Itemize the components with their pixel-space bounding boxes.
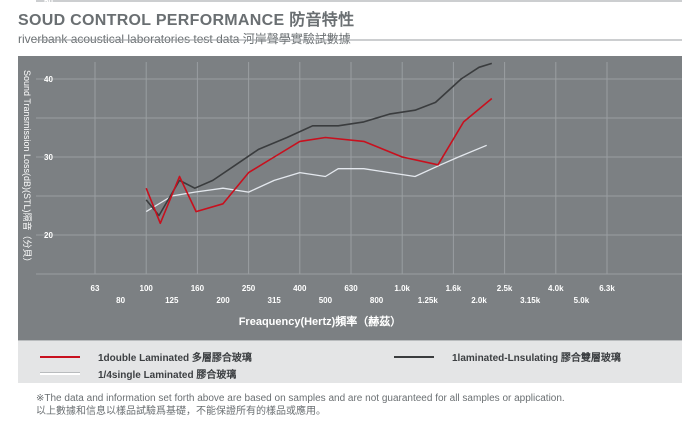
- series-line-laminated-insulating: [145, 62, 493, 217]
- grid-lines: [36, 0, 682, 275]
- x-tick-label: 2.5k: [497, 284, 513, 293]
- x-tick-label: 800: [370, 296, 384, 305]
- x-tick-label: 100: [140, 284, 154, 293]
- x-tick-label: 630: [344, 284, 358, 293]
- legend: 1double Laminated 多層膠合玻璃 1laminated-Lnsu…: [18, 340, 682, 383]
- legend-swatch: [394, 355, 434, 358]
- legend-label: 1/4single Laminated 膠合玻璃: [98, 370, 237, 381]
- legend-item-single-laminated: 1/4single Laminated 膠合玻璃: [40, 366, 236, 381]
- series-line-single-laminated: [145, 144, 487, 213]
- x-tick-label: 1.0k: [394, 284, 410, 293]
- x-axis-label: Freaquency(Hertz)頻率（赫茲）: [239, 314, 402, 328]
- y-tick-label: 40: [44, 75, 53, 84]
- x-tick-labels: 63 80 100 125 160 200 250 315 400 500 630 800 1.0k 1.…: [91, 284, 616, 305]
- legend-swatch: [40, 355, 80, 358]
- x-tick-label: 5.0k: [574, 296, 590, 305]
- x-tick-label: 80: [116, 296, 125, 305]
- x-tick-label: 400: [293, 284, 307, 293]
- x-tick-label: 4.0k: [548, 284, 564, 293]
- y-tick-label: 50: [44, 0, 53, 6]
- disclaimer-note: ※The data and information set forth abov…: [36, 392, 676, 418]
- x-tick-label: 1.25k: [418, 296, 439, 305]
- x-tick-label: 3.15k: [520, 296, 541, 305]
- page-subtitle: riverbank acoustical laboratories test d…: [18, 32, 351, 46]
- x-tick-label: 315: [268, 296, 282, 305]
- legend-item-double-laminated: 1double Laminated 多層膠合玻璃: [40, 349, 252, 364]
- y-tick-label: 30: [44, 153, 53, 162]
- legend-label: 1double Laminated 多層膠合玻璃: [98, 353, 252, 364]
- x-tick-label: 500: [319, 296, 333, 305]
- x-tick-label: 200: [216, 296, 230, 305]
- x-tick-label: 250: [242, 284, 256, 293]
- legend-label: 1laminated-Lnsulating 膠合雙層玻璃: [452, 353, 621, 364]
- disclaimer-line-en: ※The data and information set forth abov…: [36, 393, 565, 404]
- legend-item-laminated-insulating: 1laminated-Lnsulating 膠合雙層玻璃: [394, 349, 621, 364]
- legend-swatch: [40, 372, 80, 375]
- series-line-double-laminated: [145, 97, 493, 225]
- stl-chart: 2030405060 63801001251602002503154005006…: [18, 0, 682, 340]
- x-tick-label: 63: [91, 284, 100, 293]
- x-tick-label: 6.3k: [599, 284, 615, 293]
- y-tick-labels: 2030405060: [44, 0, 53, 240]
- x-tick-label: 160: [191, 284, 205, 293]
- series-lines: [145, 62, 493, 225]
- page-title: SOUD CONTROL PERFORMANCE 防音特性: [18, 12, 355, 29]
- y-tick-label: 20: [44, 231, 53, 240]
- x-tick-label: 2.0k: [471, 296, 487, 305]
- x-tick-label: 1.6k: [446, 284, 462, 293]
- disclaimer-line-zh: 以上數據和信息以樣品試驗爲基礎，不能保證所有的樣品或應用。: [36, 406, 326, 417]
- x-tick-label: 125: [165, 296, 179, 305]
- plot-area: [18, 56, 682, 340]
- y-axis-label: Sound Transmission Loss(dB)(STL)隔音（分貝）: [22, 70, 33, 267]
